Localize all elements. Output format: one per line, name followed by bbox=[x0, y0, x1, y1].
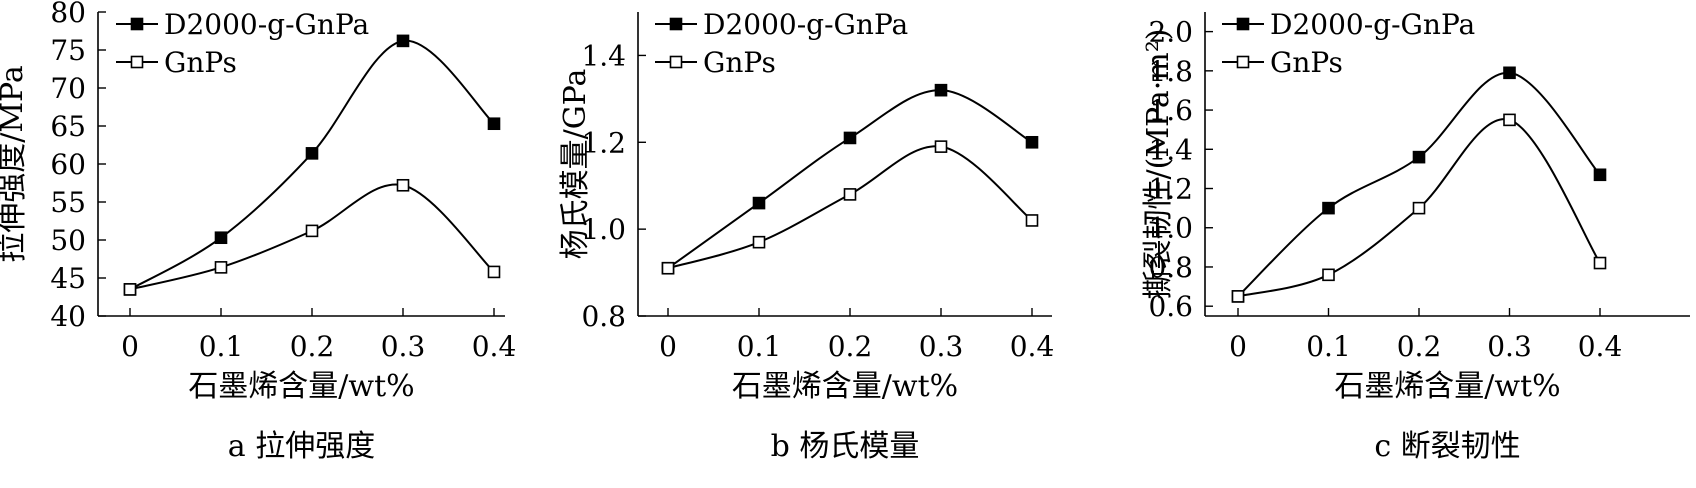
x-tick-label: 0 bbox=[659, 330, 677, 363]
x-tick-label: 0 bbox=[121, 330, 139, 363]
x-tick-label: 0.2 bbox=[290, 330, 335, 363]
y-tick-label: 1.2 bbox=[581, 126, 626, 159]
legend-marker bbox=[669, 17, 683, 31]
x-tick-label: 0.2 bbox=[1397, 330, 1442, 363]
y-tick-label: 0.8 bbox=[581, 300, 626, 333]
legend-marker bbox=[1236, 55, 1250, 69]
y-tick-label: 60 bbox=[50, 148, 86, 181]
x-tick-label: 0.1 bbox=[737, 330, 782, 363]
data-point bbox=[1412, 201, 1426, 215]
y-tick-label: 1.4 bbox=[581, 39, 626, 72]
legend-label: D2000-g-GnPa bbox=[703, 8, 908, 41]
y-tick-label: 0.6 bbox=[1148, 290, 1193, 323]
data-point bbox=[1025, 214, 1039, 227]
data-point bbox=[487, 265, 501, 279]
legend-marker bbox=[669, 55, 683, 69]
data-point bbox=[396, 178, 410, 192]
data-point bbox=[123, 283, 137, 296]
y-tick-label: 0.8 bbox=[1148, 251, 1193, 284]
series-line-2 bbox=[667, 145, 1033, 270]
x-tick-label: 0.3 bbox=[381, 330, 426, 363]
y-tick-label: 80 bbox=[50, 0, 86, 29]
y-tick-label: 2.0 bbox=[1148, 16, 1193, 49]
y-tick-label: 1.0 bbox=[1148, 212, 1193, 245]
data-point bbox=[214, 231, 228, 245]
x-tick-label: 0.4 bbox=[1010, 330, 1055, 363]
data-point bbox=[1593, 256, 1607, 270]
x-axis-label: 石墨烯含量/wt% bbox=[1334, 369, 1560, 404]
data-point bbox=[661, 261, 675, 275]
data-point bbox=[752, 235, 766, 249]
y-axis-label: 撕裂韧性/(MPa·m²) bbox=[1141, 29, 1176, 300]
y-tick-label: 1.2 bbox=[1148, 173, 1193, 206]
legend-label: D2000-g-GnPa bbox=[1270, 8, 1475, 41]
data-point bbox=[1593, 168, 1607, 182]
data-point bbox=[1503, 113, 1516, 127]
x-tick-label: 0.4 bbox=[472, 330, 517, 363]
y-tick-label: 40 bbox=[50, 300, 86, 333]
data-point bbox=[1412, 150, 1426, 164]
y-tick-label: 1.0 bbox=[581, 213, 626, 246]
legend-label: GnPs bbox=[164, 46, 237, 79]
data-point bbox=[305, 224, 319, 238]
x-axis-label: 石墨烯含量/wt% bbox=[732, 369, 958, 404]
data-point bbox=[1231, 290, 1245, 303]
data-point bbox=[1322, 268, 1335, 282]
data-point bbox=[934, 140, 948, 153]
y-axis-label: 杨氏模量/GPa bbox=[558, 68, 593, 259]
legend-marker bbox=[130, 55, 144, 69]
panel-caption: a 拉伸强度 bbox=[228, 429, 375, 464]
y-tick-label: 70 bbox=[50, 72, 86, 105]
x-tick-label: 0.3 bbox=[1487, 330, 1532, 363]
y-tick-label: 50 bbox=[50, 224, 86, 257]
legend-label: GnPs bbox=[1270, 46, 1343, 79]
x-tick-label: 0.1 bbox=[199, 330, 244, 363]
y-tick-label: 75 bbox=[50, 34, 86, 67]
x-tick-label: 0.3 bbox=[919, 330, 964, 363]
chart-panel-2: 0.8 1.0 1.2 1.4 0 0.1 0.2 0.3 0.4 石墨烯含量/wt% 杨氏模量/G… bbox=[558, 8, 1054, 464]
panel-caption: b 杨氏模量 bbox=[771, 429, 920, 464]
y-tick-label: 45 bbox=[50, 262, 86, 295]
data-point bbox=[934, 83, 948, 97]
x-axis-label: 石墨烯含量/wt% bbox=[188, 369, 414, 404]
legend-marker bbox=[130, 17, 144, 31]
data-point bbox=[843, 131, 857, 145]
x-tick-label: 0.1 bbox=[1306, 330, 1351, 363]
data-point bbox=[1503, 66, 1516, 80]
data-point bbox=[305, 147, 319, 160]
data-point bbox=[752, 196, 766, 210]
chart-panel-3: 0.6 0.8 1.0 1.2 1.4 1.6 1.8 2.0 0 0.1 0.2 0.3 0.4 石墨烯… bbox=[1141, 8, 1690, 464]
series-line-2 bbox=[1237, 118, 1601, 298]
data-point bbox=[1025, 135, 1039, 149]
y-tick-label: 1.6 bbox=[1148, 94, 1193, 127]
y-tick-label: 55 bbox=[50, 186, 86, 219]
data-point bbox=[396, 34, 410, 48]
chart-panel-1: 40 45 50 55 60 65 70 75 80 0 0.1 0.2 0.3 0.4 石墨烯含量/wt%… bbox=[0, 0, 516, 464]
x-tick-label: 0 bbox=[1229, 330, 1247, 363]
legend-label: D2000-g-GnPa bbox=[164, 8, 369, 41]
data-point bbox=[214, 261, 228, 274]
legend-marker bbox=[1236, 17, 1250, 31]
y-axis-label: 拉伸强度/MPa bbox=[0, 65, 30, 263]
panel-caption: c 断裂韧性 bbox=[1374, 429, 1520, 464]
y-tick-label: 65 bbox=[50, 110, 86, 143]
legend-label: GnPs bbox=[703, 46, 776, 79]
x-tick-label: 0.4 bbox=[1578, 330, 1623, 363]
series-line-1 bbox=[1237, 71, 1601, 298]
x-tick-label: 0.2 bbox=[828, 330, 873, 363]
y-tick-label: 1.8 bbox=[1148, 55, 1193, 88]
data-point bbox=[487, 117, 501, 131]
data-point bbox=[843, 188, 857, 201]
series-line-1 bbox=[667, 89, 1033, 270]
y-tick-label: 1.4 bbox=[1148, 133, 1193, 166]
data-point bbox=[1322, 201, 1335, 215]
